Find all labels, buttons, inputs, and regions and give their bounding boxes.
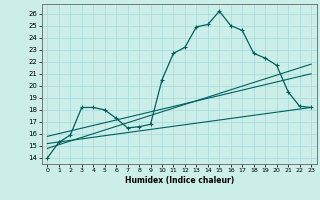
X-axis label: Humidex (Indice chaleur): Humidex (Indice chaleur)	[124, 176, 234, 185]
